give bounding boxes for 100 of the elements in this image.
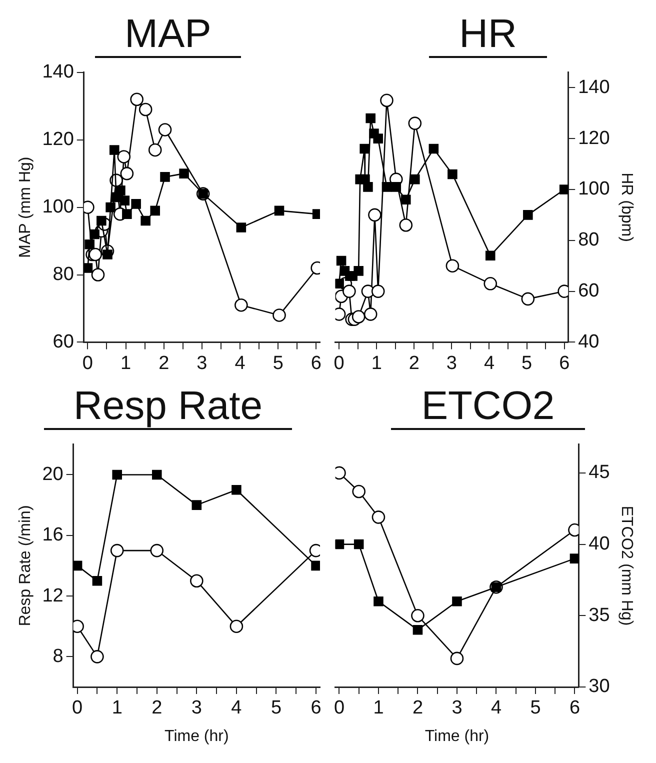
point [354, 539, 364, 550]
point [360, 144, 370, 154]
point [152, 470, 162, 480]
point [91, 268, 105, 282]
x-tick-label: 4 [490, 698, 502, 719]
point [130, 92, 144, 106]
x-axis-title: Time (hr) [424, 728, 490, 745]
point [160, 172, 170, 182]
y2-tick-label: 35 [588, 604, 610, 626]
y-tick-label: 20 [42, 464, 64, 485]
x-axis-title: Time (hr) [164, 728, 229, 745]
point [230, 620, 244, 633]
point [521, 292, 535, 306]
point [138, 102, 152, 116]
x-tick-label: 1 [371, 352, 382, 374]
y-tick-label: 60 [52, 331, 74, 352]
point [92, 576, 102, 586]
point [96, 216, 106, 226]
point [110, 544, 124, 558]
point [106, 202, 116, 212]
chart-title: ETCO2 [391, 384, 585, 430]
point [122, 209, 132, 219]
y-tick-label: 120 [42, 129, 74, 150]
x-tick-label: 0 [334, 352, 344, 374]
x-tick-label: 1 [373, 698, 384, 719]
point [336, 256, 346, 266]
y2-axis-title: ETCO2 (mm Hg) [618, 506, 635, 626]
point [120, 196, 130, 206]
point [523, 210, 533, 220]
x-tick-label: 6 [310, 698, 322, 719]
point [311, 560, 320, 571]
y-tick-label: 16 [42, 524, 64, 546]
x-tick-label: 6 [569, 698, 580, 719]
point [354, 266, 364, 276]
point [190, 574, 204, 588]
point [148, 143, 162, 157]
x-tick-label: 3 [196, 352, 208, 374]
y-axis-title: Resp Rate (/min) [17, 505, 34, 626]
x-tick-label: 3 [191, 698, 202, 719]
point [335, 539, 344, 550]
point [363, 182, 373, 192]
x-tick-label: 4 [231, 698, 242, 719]
point [382, 182, 392, 192]
y-axis-title: MAP (mm Hg) [17, 156, 34, 258]
point [335, 278, 344, 289]
point [131, 199, 141, 209]
point [232, 484, 242, 495]
y-tick-label: 80 [52, 264, 74, 285]
y2-tick-label: 100 [578, 178, 610, 200]
x-tick-label: 2 [412, 698, 424, 719]
point [73, 560, 82, 571]
point [380, 94, 394, 108]
point [342, 284, 356, 298]
y2-tick-label: 40 [588, 534, 610, 555]
chart-title: MAP [94, 12, 242, 58]
x-tick-label: 4 [484, 352, 495, 374]
x-tick-label: 2 [158, 352, 170, 374]
x-tick-label: 2 [408, 352, 420, 374]
x-tick-label: 6 [310, 352, 322, 374]
x-tick-label: 1 [112, 698, 122, 719]
x-tick-label: 5 [270, 698, 282, 719]
x-tick-label: 3 [446, 352, 457, 374]
point [559, 184, 568, 194]
point [117, 150, 131, 164]
point [234, 298, 248, 312]
point [90, 650, 104, 664]
x-tick-label: 0 [82, 352, 93, 374]
point [391, 182, 402, 192]
point [366, 113, 376, 124]
y-tick-label: 100 [42, 196, 74, 218]
x-tick-label: 3 [452, 698, 462, 719]
point [374, 596, 384, 606]
y2-tick-label: 30 [588, 676, 610, 698]
point [158, 123, 172, 136]
point [412, 625, 423, 635]
point [399, 218, 413, 232]
point [150, 206, 160, 216]
x-tick-label: 4 [234, 352, 246, 374]
x-tick-label: 0 [72, 698, 83, 719]
point [368, 208, 382, 222]
point [484, 277, 498, 290]
point [570, 554, 579, 564]
point [150, 544, 164, 558]
point [88, 248, 102, 262]
point [84, 240, 95, 250]
point [371, 284, 385, 298]
chart-title: Resp Rate [44, 384, 292, 430]
y-tick-label: 12 [42, 585, 64, 606]
point [410, 174, 420, 184]
y2-tick-label: 140 [578, 76, 610, 98]
point [272, 308, 286, 322]
y2-tick-label: 80 [578, 230, 600, 251]
point [352, 310, 366, 324]
y-tick-label: 140 [42, 62, 74, 83]
point [428, 144, 439, 154]
point [84, 263, 93, 273]
point [364, 308, 378, 321]
point [274, 206, 284, 216]
point [109, 145, 120, 155]
y2-tick-label: 120 [578, 128, 610, 149]
